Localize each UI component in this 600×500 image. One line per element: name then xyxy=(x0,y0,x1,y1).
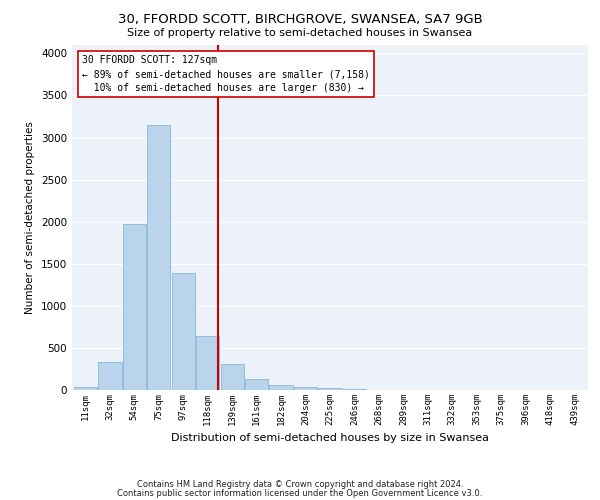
Bar xyxy=(172,274,195,390)
Bar xyxy=(147,124,170,390)
Bar xyxy=(319,388,341,390)
Bar xyxy=(221,364,244,390)
Text: Contains HM Land Registry data © Crown copyright and database right 2024.: Contains HM Land Registry data © Crown c… xyxy=(137,480,463,489)
Bar xyxy=(294,387,317,390)
Bar xyxy=(269,384,293,390)
Bar xyxy=(245,379,268,390)
Text: 30 FFORDD SCOTT: 127sqm
← 89% of semi-detached houses are smaller (7,158)
  10% : 30 FFORDD SCOTT: 127sqm ← 89% of semi-de… xyxy=(82,56,370,94)
Bar xyxy=(123,224,146,390)
Bar xyxy=(74,386,97,390)
Bar xyxy=(98,362,122,390)
Text: Size of property relative to semi-detached houses in Swansea: Size of property relative to semi-detach… xyxy=(127,28,473,38)
Text: 30, FFORDD SCOTT, BIRCHGROVE, SWANSEA, SA7 9GB: 30, FFORDD SCOTT, BIRCHGROVE, SWANSEA, S… xyxy=(118,12,482,26)
Bar xyxy=(196,336,220,390)
Y-axis label: Number of semi-detached properties: Number of semi-detached properties xyxy=(25,121,35,314)
Text: Contains public sector information licensed under the Open Government Licence v3: Contains public sector information licen… xyxy=(118,489,482,498)
X-axis label: Distribution of semi-detached houses by size in Swansea: Distribution of semi-detached houses by … xyxy=(171,434,489,444)
